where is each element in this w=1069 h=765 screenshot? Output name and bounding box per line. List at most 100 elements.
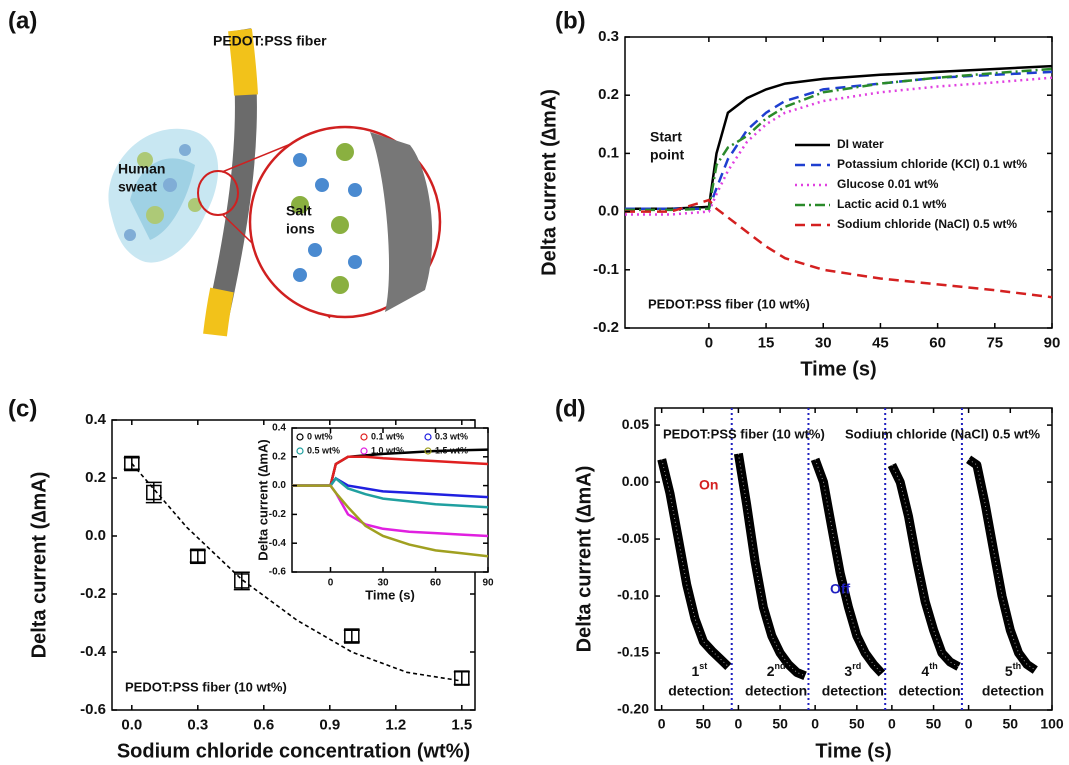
legend-swatch	[424, 433, 432, 441]
data-line-inner	[814, 459, 883, 674]
legend-label: Lactic acid 0.1 wt%	[837, 197, 947, 211]
sweat-label: sweat	[118, 179, 157, 195]
ordinal-suffix: nd	[774, 661, 785, 671]
data-line	[625, 198, 1052, 299]
fiber-label: PEDOT:PSS fiber	[213, 33, 327, 49]
annotation: Off	[830, 581, 851, 597]
data-point	[190, 548, 206, 565]
annotation: PEDOT:PSS fiber (10 wt%)	[648, 296, 810, 311]
ordinal-number: 5	[1005, 663, 1013, 679]
zoom-source	[197, 170, 239, 216]
x-tick-label: 15	[758, 334, 775, 351]
y-tick-label: -0.2	[269, 509, 287, 520]
x-tick-label: 0.0	[121, 716, 142, 733]
ordinal-number: 1	[691, 663, 699, 679]
y-tick-label: 0.0	[598, 203, 619, 220]
legend-label: 0.3 wt%	[435, 431, 468, 441]
y-tick-label: 0.0	[272, 480, 286, 491]
detection-label: detection	[898, 683, 960, 699]
y-tick-label: -0.2	[593, 319, 619, 336]
ordinal-suffix: rd	[852, 661, 861, 671]
x-tick-label: 0.9	[319, 716, 340, 733]
ions-label: ions	[286, 221, 315, 237]
error-bar	[233, 571, 250, 591]
data-point	[234, 573, 250, 589]
x-tick-label: 1.2	[385, 716, 406, 733]
sweat-splash	[108, 128, 219, 263]
y-tick-label: 0.2	[272, 451, 286, 462]
data-point	[344, 628, 360, 644]
x-tick-label: 60	[929, 334, 946, 351]
detection-label: 5th	[1005, 661, 1021, 678]
y-tick-label: -0.1	[593, 261, 619, 278]
fiber-end	[203, 287, 234, 337]
data-point	[146, 484, 162, 501]
x-tick-label: 0	[888, 715, 896, 731]
ordinal-number: 3	[844, 663, 852, 679]
legend-label: 1.5 wt%	[435, 445, 468, 455]
illustration: (a) PEDOT:PSS fiber Human sweat Salt ion…	[8, 7, 442, 337]
x-tick-label: 90	[482, 578, 494, 589]
data-line	[887, 463, 961, 671]
data-line-inner	[968, 458, 1036, 671]
y-tick-label: 0.3	[598, 28, 619, 45]
x-axis-label: Time (s)	[365, 587, 415, 602]
legend-swatch	[296, 447, 304, 455]
panel-label: (c)	[8, 395, 37, 422]
y-axis-label: Delta current (∆mA)	[573, 466, 595, 653]
x-tick-label: 0	[811, 715, 819, 731]
y-tick-label: 0.00	[622, 473, 649, 489]
error-bar	[343, 629, 360, 643]
x-tick-label: 45	[872, 334, 889, 351]
sweat-label: Human	[118, 161, 165, 177]
y-tick-label: -0.15	[617, 644, 649, 660]
y-tick-label: 0.1	[598, 144, 619, 161]
ordinal-number: 2	[767, 663, 775, 679]
data-point	[124, 455, 140, 472]
annotation: PEDOT:PSS fiber (10 wt%)	[663, 426, 825, 441]
annotation: On	[699, 477, 718, 493]
y-axis-label: Delta current (∆mA)	[538, 89, 560, 276]
panel-label: (d)	[555, 395, 586, 422]
error-bar	[189, 549, 206, 563]
y-tick-label: 0.4	[272, 423, 286, 434]
legend-swatch	[424, 447, 432, 455]
ordinal-suffix: th	[1013, 661, 1022, 671]
y-axis-label: Delta current (∆mA)	[255, 439, 270, 560]
annotation: Sodium chloride (NaCl) 0.5 wt%	[845, 426, 1040, 441]
x-axis-label: Sodium chloride concentration (wt%)	[117, 740, 470, 762]
panel-label: (a)	[8, 7, 37, 34]
data-line	[657, 458, 732, 670]
x-tick-label: 75	[986, 334, 1003, 351]
detection-label: detection	[982, 683, 1044, 699]
data-line	[625, 67, 1052, 212]
x-axis-label: Time (s)	[815, 740, 891, 762]
y-tick-label: -0.2	[80, 585, 106, 602]
ordinal-suffix: th	[929, 661, 938, 671]
ions-label: Salt	[286, 203, 312, 219]
y-tick-label: -0.6	[269, 567, 287, 578]
x-tick-label: 0	[965, 715, 973, 731]
fiber-end	[228, 28, 258, 96]
y-tick-label: -0.05	[617, 530, 649, 546]
x-tick-label: 100	[1040, 715, 1064, 731]
data-point	[454, 670, 470, 686]
annotation: Start	[650, 129, 682, 145]
legend-label: Sodium chloride (NaCl) 0.5 wt%	[837, 217, 1017, 231]
detection-label: 4th	[921, 661, 937, 678]
detection-label: detection	[745, 683, 807, 699]
y-tick-label: 0.2	[598, 86, 619, 103]
annotation: point	[650, 147, 685, 163]
y-axis-label: Delta current (∆mA)	[28, 472, 50, 659]
detection-label: 3rd	[844, 661, 861, 678]
x-tick-label: 0.3	[187, 716, 208, 733]
y-tick-label: 0.0	[85, 527, 106, 544]
x-tick-label: 1.5	[451, 716, 472, 733]
x-tick-label: 90	[1044, 334, 1061, 351]
legend-label: 1.0 wt%	[371, 445, 404, 455]
x-tick-label: 50	[696, 715, 712, 731]
legend-swatch	[296, 433, 304, 441]
x-tick-label: 50	[772, 715, 788, 731]
annotation: PEDOT:PSS fiber (10 wt%)	[125, 679, 287, 694]
